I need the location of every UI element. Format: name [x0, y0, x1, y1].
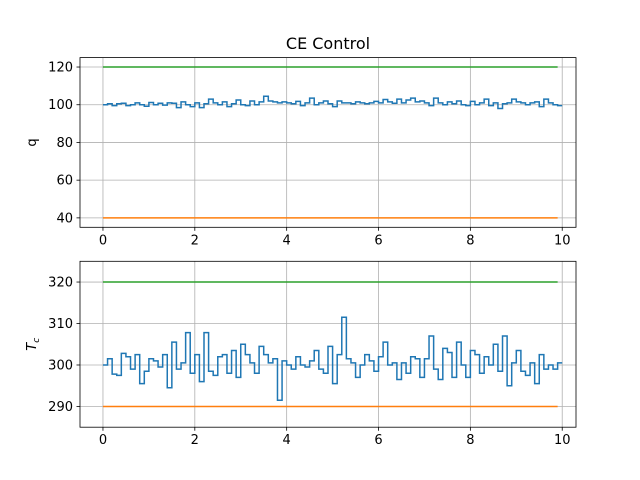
y-axis-label: Tc	[25, 338, 42, 351]
axes-frame	[79, 260, 577, 428]
y-tick-label: 40	[56, 211, 73, 226]
bottom-chart-panel: 0 2 4 6 8 10 290 300 310 320 Tc	[25, 260, 577, 448]
y-tick-label: 80	[56, 136, 73, 151]
x-tick-label: 6	[374, 433, 382, 448]
x-tick-label: 0	[99, 433, 107, 448]
x-tick-label: 4	[283, 433, 291, 448]
y-tick-label: 100	[48, 98, 73, 113]
top-chart-panel: 0 2 4 6 8 10 40 60 80 100 120 q	[25, 57, 577, 248]
x-tick-label: 2	[191, 433, 199, 448]
y-axis-label: q	[25, 138, 40, 146]
x-tick-label: 2	[191, 233, 199, 248]
x-tick-label: 4	[283, 233, 291, 248]
x-tick-label: 8	[466, 233, 474, 248]
series-line-signal	[102, 316, 563, 401]
chart-title: CE Control	[286, 34, 370, 53]
y-tick-label: 310	[48, 317, 73, 332]
y-axis-label-subscript: c	[32, 338, 42, 343]
y-tick-label: 60	[56, 174, 73, 189]
x-tick-label: 0	[99, 233, 107, 248]
y-tick-label: 120	[48, 61, 73, 76]
x-tick-label: 10	[554, 233, 571, 248]
x-tick-label: 8	[466, 433, 474, 448]
y-axis-label-main: T	[25, 342, 40, 351]
y-tick-label: 290	[48, 400, 73, 415]
y-tick-label: 300	[48, 358, 73, 373]
x-tick-label: 6	[374, 233, 382, 248]
y-tick-label: 320	[48, 276, 73, 291]
x-tick-label: 10	[554, 433, 571, 448]
series-line-signal	[102, 95, 563, 110]
